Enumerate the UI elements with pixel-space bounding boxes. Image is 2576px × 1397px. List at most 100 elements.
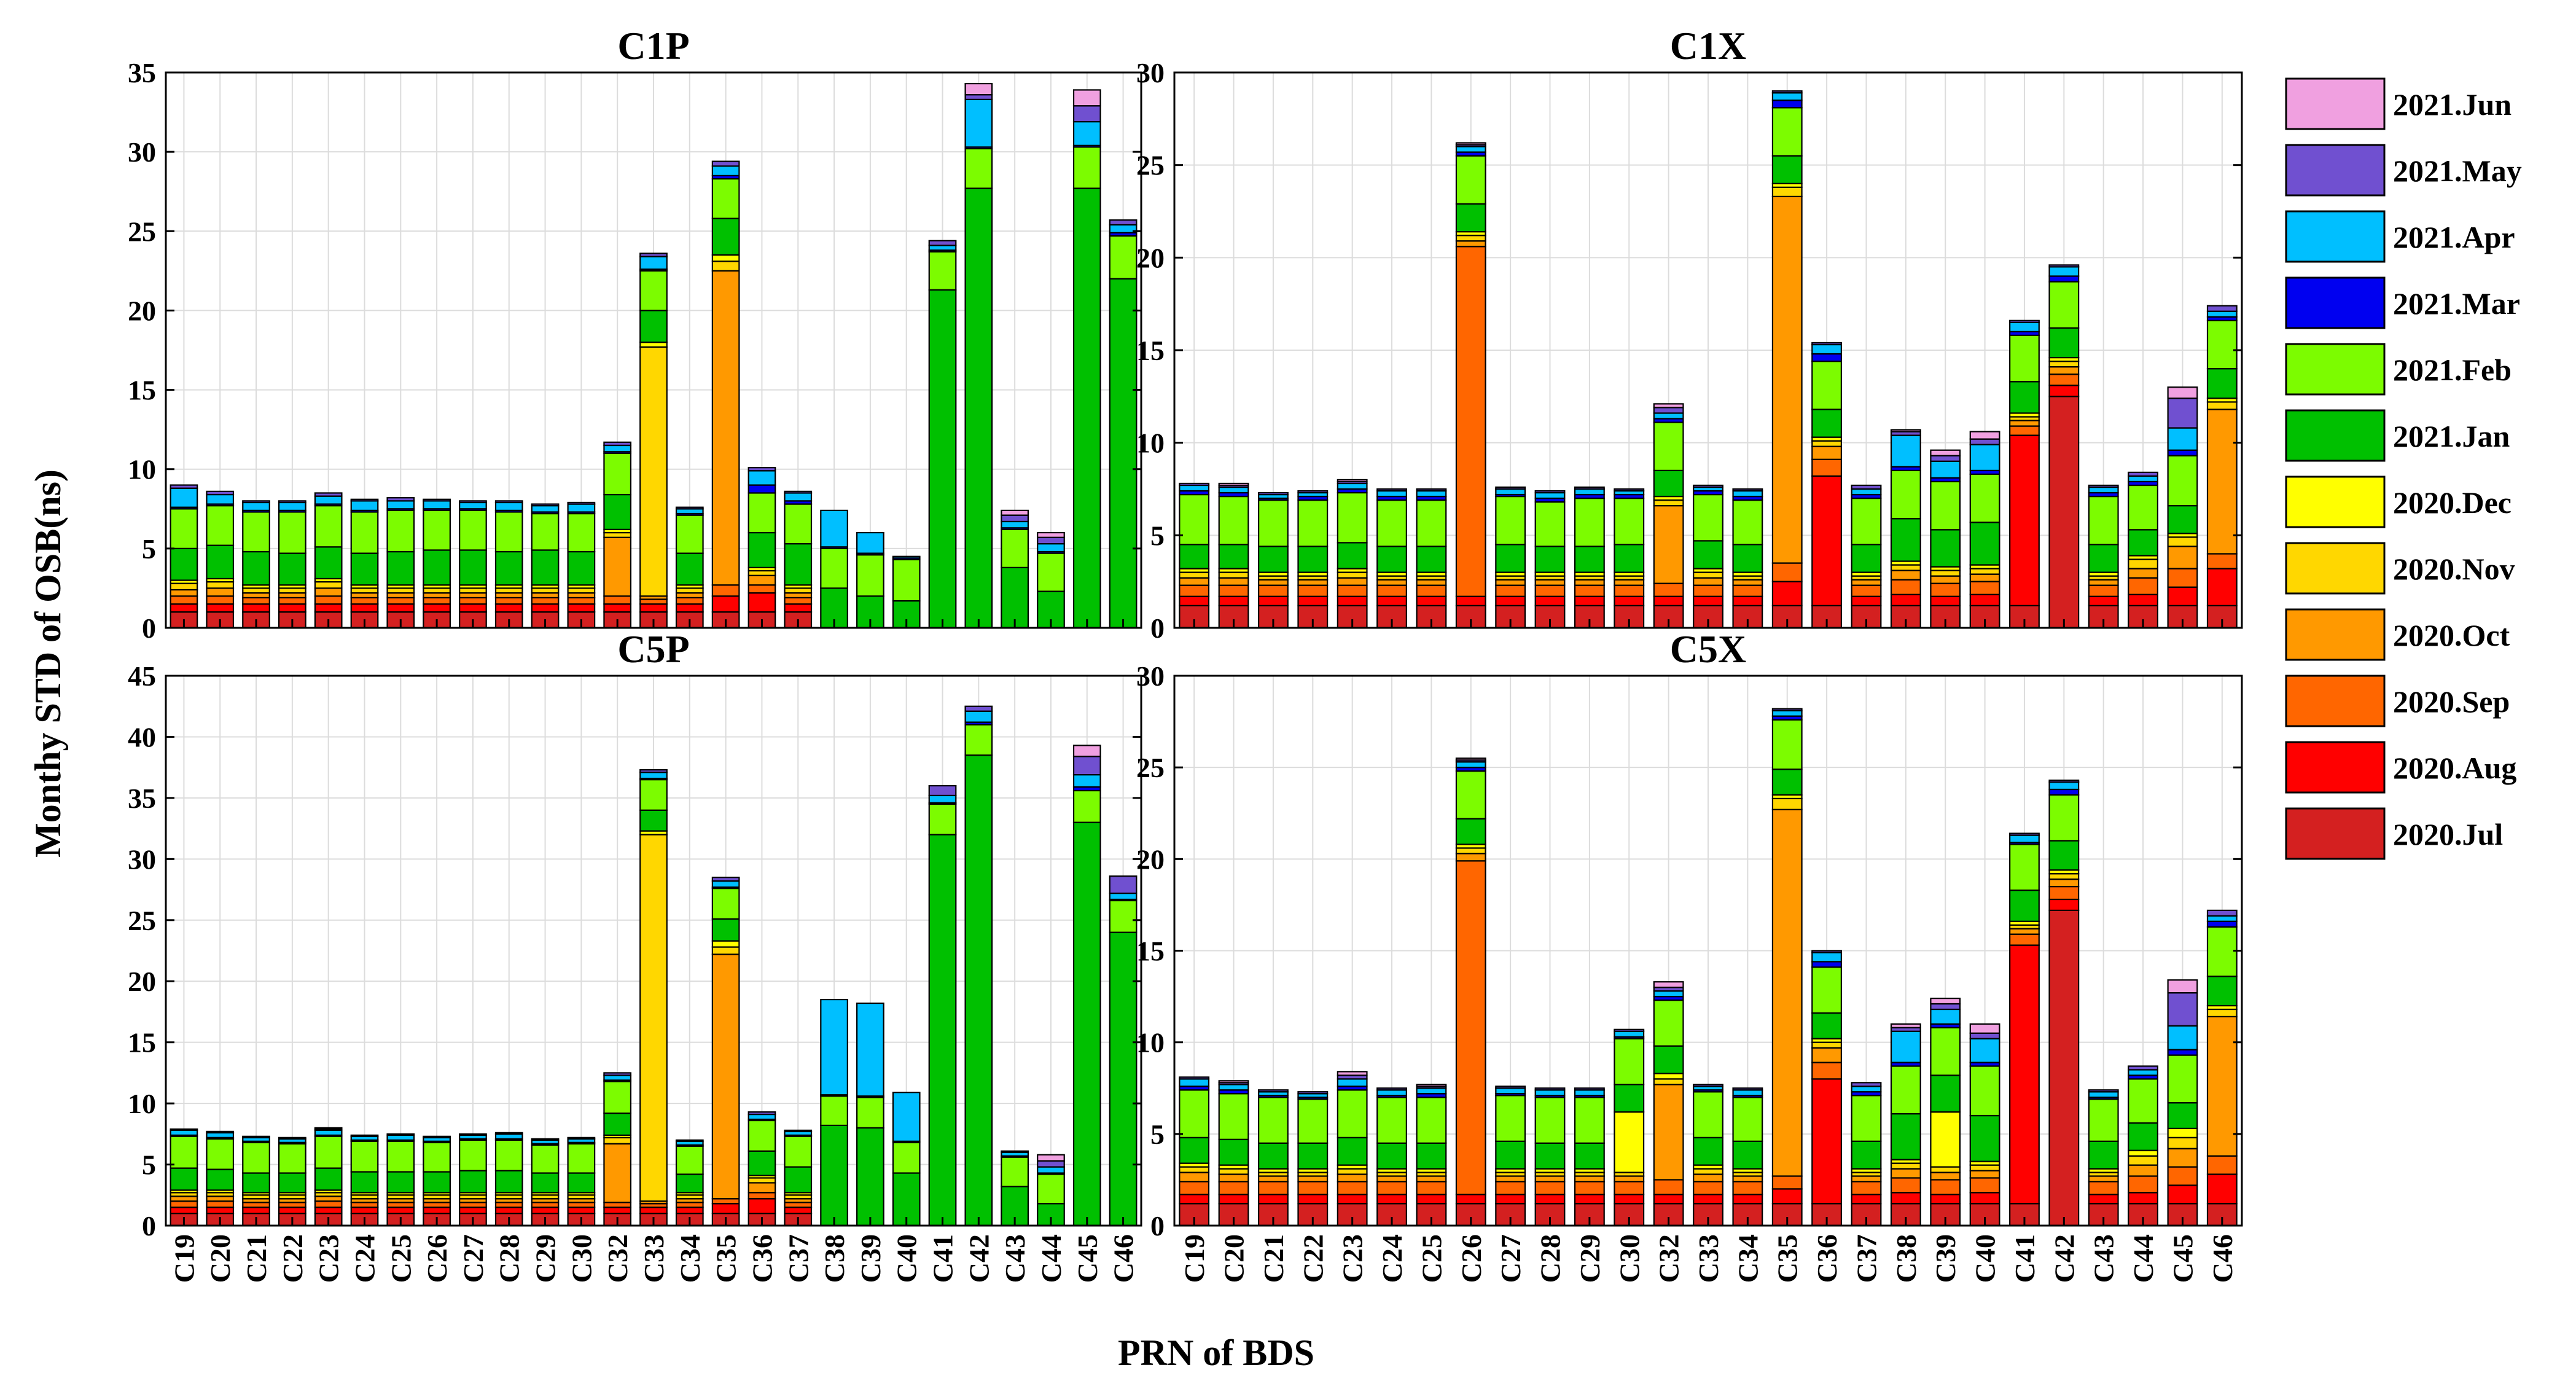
bar-segment (1653, 582, 1684, 597)
bar-segment (1653, 421, 1684, 471)
bar-segment (1297, 1175, 1329, 1183)
bar-segment (206, 490, 235, 496)
x-tick-label: C38 (819, 1234, 850, 1283)
bar-segment (603, 603, 632, 613)
bar-segment (1218, 1194, 1249, 1205)
bar-segment (1337, 1181, 1368, 1195)
chart-panels: 0 5 10 15 20 25 30 35 C1P 0 5 10 15 20 25 30 C1X 0 5 10 15 20… (128, 24, 2243, 1283)
bar-segment (459, 500, 487, 504)
bar-segment (1890, 564, 1921, 571)
x-tick-label: C29 (1574, 1234, 1606, 1283)
bar-segment (2128, 484, 2158, 531)
bar-segment (350, 1134, 379, 1137)
x-tick-label: C33 (1693, 1234, 1724, 1283)
bar-segment (1653, 1179, 1684, 1195)
bar-segment (423, 1202, 451, 1208)
bar-segment (1771, 90, 1803, 94)
bar-segment (1258, 1194, 1289, 1205)
bar-segment (1930, 1003, 1961, 1011)
y-tick-label: 0 (142, 612, 156, 644)
bar-segment (1771, 581, 1803, 606)
bar-segment (2167, 536, 2198, 547)
bar-segment (1376, 1194, 1407, 1205)
bar-segment (278, 552, 306, 586)
legend-label: 2020.Oct (2393, 618, 2510, 652)
bar-segment (1890, 569, 1921, 581)
x-tick-label: C22 (277, 1234, 308, 1283)
x-tick-label: C30 (566, 1234, 597, 1283)
legend-label: 2021.Jun (2393, 87, 2512, 122)
bar-segment (1732, 1089, 1763, 1097)
bar-segment (350, 498, 379, 502)
bar-segment (2048, 264, 2080, 268)
bar-segment (1179, 577, 1210, 586)
bar-segment (494, 592, 523, 599)
bar-segment (711, 918, 740, 942)
bar-segment (423, 587, 451, 594)
bar-segment (1653, 412, 1684, 420)
bar-segment (350, 592, 379, 599)
bar-segment (747, 467, 776, 472)
bar-segment (711, 940, 740, 948)
bar-segment (423, 549, 451, 586)
bar-segment (603, 595, 632, 605)
chart-title: C1P (617, 24, 689, 68)
bar-segment (1037, 543, 1065, 553)
bar-segment (350, 603, 379, 613)
y-tick-label: 20 (128, 295, 156, 326)
bar-segment (1732, 544, 1763, 573)
bar-segment (1258, 1142, 1289, 1170)
bar-segment (820, 547, 848, 589)
bar-segment (1851, 595, 1882, 606)
bar-segment (1732, 490, 1763, 498)
bar-segment (1693, 540, 1723, 569)
bar-segment (1653, 505, 1684, 584)
x-tick-label: C36 (1811, 1234, 1843, 1283)
bar-segment (1416, 499, 1447, 547)
legend-item: 2020.Sep (2285, 675, 2510, 727)
bar-segment (1109, 931, 1138, 1227)
bar-segment (531, 549, 560, 586)
bar-segment (2167, 397, 2198, 429)
bar-segment (494, 501, 523, 511)
bar-segment (1969, 568, 2000, 575)
bar-segment (1693, 571, 1723, 579)
legend-item: 2020.Oct (2285, 608, 2510, 661)
bar-segment (1930, 582, 1961, 597)
bar-segment (1614, 1028, 1645, 1032)
bar-segment (1179, 1166, 1210, 1173)
x-tick-label: C44 (2128, 1234, 2159, 1283)
y-tick-label: 25 (1136, 150, 1165, 181)
x-tick-label: C42 (2048, 1234, 2080, 1283)
bar-segment (1179, 1194, 1210, 1205)
bar-segment (964, 187, 993, 629)
legend-label: 2021.Feb (2393, 353, 2512, 387)
bar-segment (1534, 501, 1566, 547)
bar-segment (1969, 581, 2000, 595)
bar-segment (1811, 1041, 1843, 1049)
bar-segment (2088, 1091, 2119, 1098)
bar-segment (206, 1200, 235, 1208)
bar-segment (1109, 235, 1138, 280)
legend-label: 2020.Sep (2393, 684, 2510, 719)
bar-segment (1574, 1194, 1605, 1205)
legend-swatch (2285, 608, 2386, 661)
bar-segment (1258, 546, 1289, 573)
bar-segment (1001, 528, 1029, 568)
bar-segment (2048, 396, 2080, 629)
bar-segment (2206, 553, 2238, 569)
bar-segment (1693, 1194, 1723, 1205)
bar-segment (567, 1202, 596, 1208)
bar-segment (1455, 853, 1486, 862)
bar-segment (1218, 1138, 1249, 1166)
x-tick-label: C39 (855, 1234, 886, 1283)
bar-segment (1337, 1078, 1368, 1087)
bar-segment (711, 877, 740, 882)
bar-segment (1179, 1076, 1210, 1080)
bar-segment (2167, 1102, 2198, 1129)
bar-segment (423, 1171, 451, 1194)
bar-segment (314, 603, 343, 613)
bar-segment (170, 1207, 198, 1215)
bar-segment (2167, 505, 2198, 534)
y-tick-label: 10 (128, 454, 156, 485)
